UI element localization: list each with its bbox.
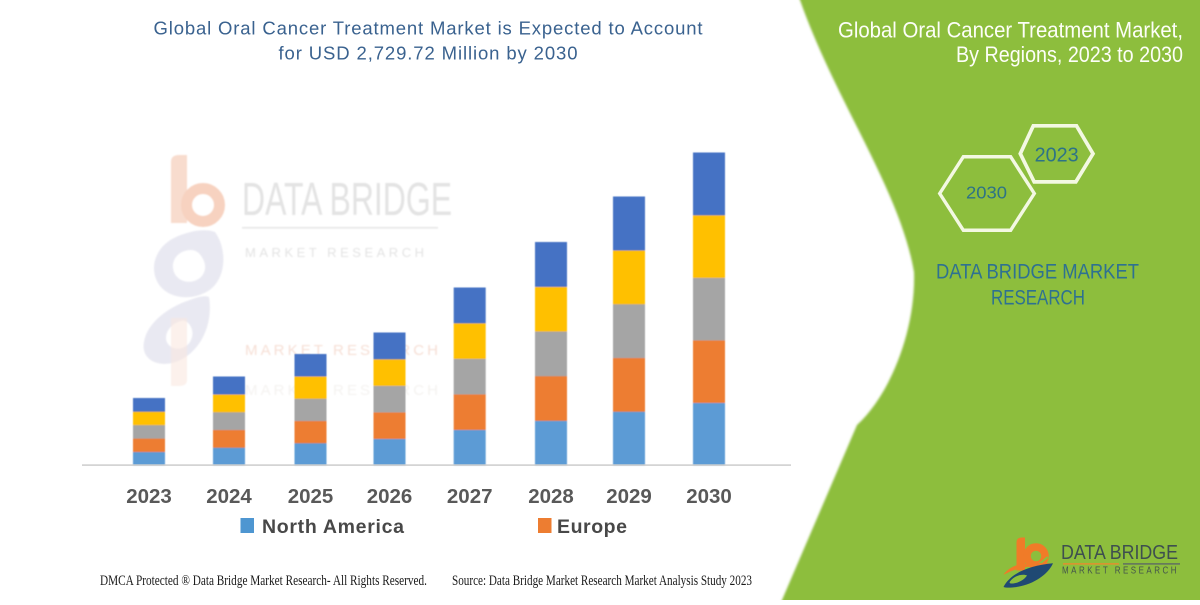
svg-text:2025: 2025 xyxy=(288,485,334,508)
svg-text:DATA BRIDGE: DATA BRIDGE xyxy=(1061,542,1178,564)
svg-text:2030: 2030 xyxy=(686,485,732,508)
svg-text:MARKET RESEARCH: MARKET RESEARCH xyxy=(1062,566,1179,577)
svg-text:2023: 2023 xyxy=(1035,144,1079,167)
svg-text:Europe: Europe xyxy=(557,516,627,538)
svg-text:2029: 2029 xyxy=(606,485,652,508)
svg-text:2030: 2030 xyxy=(966,183,1007,203)
svg-text:By Regions, 2023 to 2030: By Regions, 2023 to 2030 xyxy=(956,42,1183,67)
svg-text:2027: 2027 xyxy=(447,485,493,508)
svg-text:Source: Data Bridge Market Res: Source: Data Bridge Market Research Mark… xyxy=(452,573,752,589)
svg-text:DATA BRIDGE: DATA BRIDGE xyxy=(242,173,452,225)
svg-text:2028: 2028 xyxy=(528,485,574,508)
svg-text:DMCA Protected ® Data Bridge M: DMCA Protected ® Data Bridge Market Rese… xyxy=(100,573,427,589)
svg-text:for USD 2,729.72 Million by 20: for USD 2,729.72 Million by 2030 xyxy=(279,43,578,64)
svg-text:MARKET RESEARCH: MARKET RESEARCH xyxy=(245,342,445,359)
svg-text:MARKET RESEARCH: MARKET RESEARCH xyxy=(245,382,445,399)
svg-text:Global Oral Cancer Treatment M: Global Oral Cancer Treatment Market, xyxy=(838,18,1183,43)
svg-text:2024: 2024 xyxy=(206,485,252,508)
svg-text:DATA BRIDGE MARKET: DATA BRIDGE MARKET xyxy=(936,261,1139,284)
svg-text:2023: 2023 xyxy=(126,485,172,508)
svg-text:2026: 2026 xyxy=(367,485,413,508)
svg-text:North America: North America xyxy=(262,516,404,538)
svg-text:Global Oral Cancer Treatment M: Global Oral Cancer Treatment Market is E… xyxy=(154,18,703,39)
svg-text:MARKET RESEARCH: MARKET RESEARCH xyxy=(245,245,430,260)
svg-text:RESEARCH: RESEARCH xyxy=(991,287,1085,310)
